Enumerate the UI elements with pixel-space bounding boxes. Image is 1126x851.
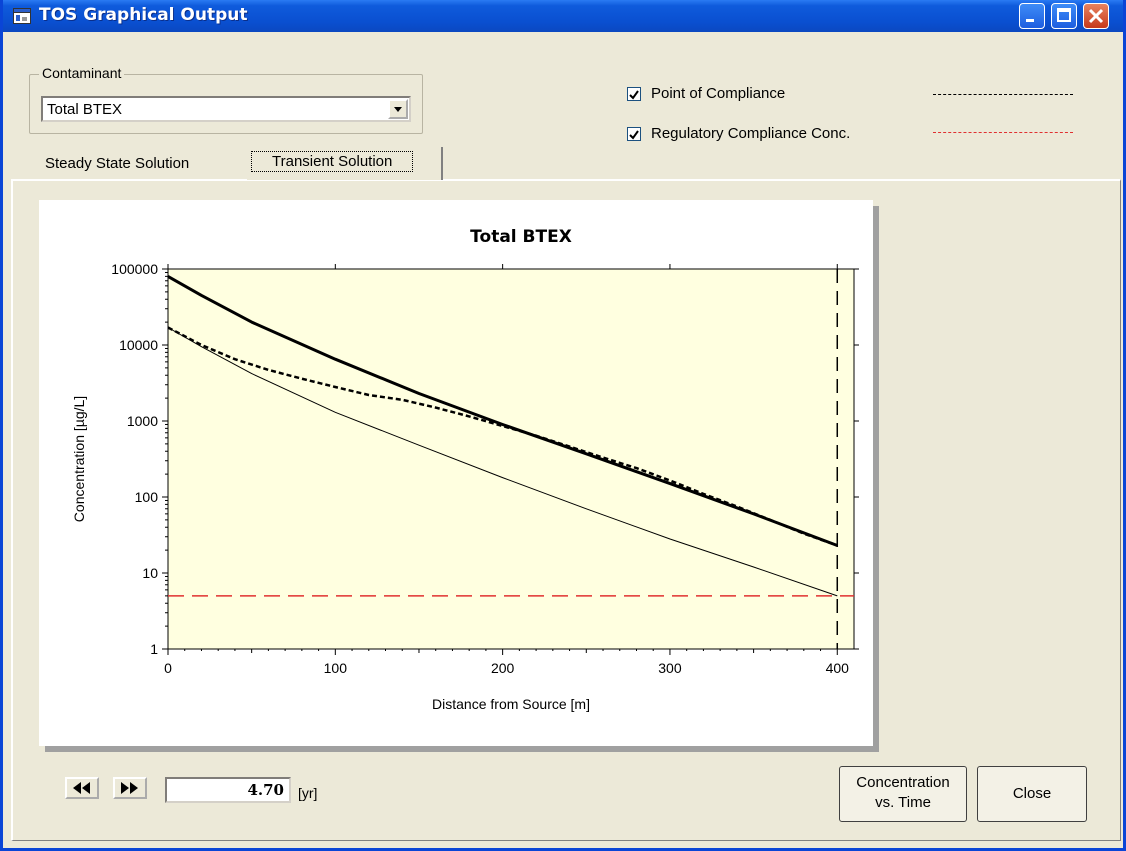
tab-transient-label: Transient Solution	[251, 151, 414, 172]
y-tick-label: 100000	[111, 261, 158, 277]
concentration-vs-time-label-line2: vs. Time	[875, 794, 931, 811]
time-unit-label: [yr]	[298, 785, 318, 801]
point-of-compliance-line-sample	[933, 94, 1073, 95]
point-of-compliance-checkbox[interactable]	[627, 87, 641, 101]
series-thin-line	[167, 327, 838, 597]
chart-title: Total BTEX	[470, 227, 572, 247]
y-tick-label: 10	[142, 565, 158, 581]
plot-area	[167, 268, 855, 650]
y-tick-label: 1000	[127, 413, 158, 429]
close-button[interactable]: Close	[977, 766, 1087, 822]
x-axis-label: Distance from Source [m]	[432, 696, 590, 712]
checkmark-icon	[629, 90, 639, 100]
x-tick-label: 300	[658, 660, 682, 676]
dropdown-button[interactable]	[388, 99, 408, 119]
app-window-icon	[13, 8, 31, 24]
series-dashed-line	[167, 326, 838, 547]
x-tick-label: 200	[491, 660, 515, 676]
time-value: 4.70	[247, 781, 284, 799]
time-input[interactable]: 4.70	[165, 777, 291, 803]
contaminant-group	[29, 74, 423, 134]
title-bar[interactable]: TOS Graphical Output	[3, 0, 1123, 32]
fast-forward-button[interactable]	[113, 777, 147, 799]
checkmark-icon	[629, 130, 639, 140]
maximize-icon	[1057, 8, 1071, 22]
concentration-vs-time-label-line1: Concentration	[856, 774, 950, 791]
concentration-chart: 0 100 200 300 400 1 10 100 1000 10000 100000 Total …	[39, 200, 879, 752]
concentration-vs-time-button[interactable]: Concentration vs. Time	[839, 766, 967, 822]
rewind-button[interactable]	[65, 777, 99, 799]
point-of-compliance-label: Point of Compliance	[651, 85, 786, 102]
series-thick-line	[167, 275, 838, 547]
contaminant-selected-value: Total BTEX	[47, 101, 123, 118]
tab-steady-state-label: Steady State Solution	[45, 155, 190, 172]
minimize-button[interactable]	[1019, 3, 1045, 29]
contaminant-label: Contaminant	[39, 65, 125, 81]
y-tick-label: 10000	[119, 337, 158, 353]
close-window-button[interactable]	[1083, 3, 1109, 29]
tab-transient[interactable]: Transient Solution	[247, 147, 443, 180]
x-tick-label: 400	[826, 660, 850, 676]
window-title: TOS Graphical Output	[39, 5, 248, 25]
contaminant-dropdown[interactable]: Total BTEX	[41, 96, 411, 122]
tab-steady-state[interactable]: Steady State Solution	[33, 150, 239, 176]
y-axis-label: Concentration [µg/L]	[71, 396, 87, 522]
y-tick-label: 100	[135, 489, 159, 505]
fast-forward-icon	[121, 782, 138, 794]
chevron-down-icon	[394, 107, 402, 112]
rewind-icon	[73, 782, 90, 794]
regulatory-compliance-line-sample	[933, 132, 1073, 133]
close-button-label: Close	[1012, 785, 1052, 802]
tab-panel	[11, 179, 1121, 841]
regulatory-compliance-label: Regulatory Compliance Conc.	[651, 125, 851, 142]
maximize-button[interactable]	[1051, 3, 1077, 29]
close-icon	[1088, 8, 1104, 24]
regulatory-compliance-checkbox[interactable]	[627, 127, 641, 141]
y-tick-label: 1	[150, 641, 158, 657]
x-tick-label: 0	[164, 660, 172, 676]
x-tick-label: 100	[324, 660, 348, 676]
minimize-icon	[1026, 19, 1034, 22]
